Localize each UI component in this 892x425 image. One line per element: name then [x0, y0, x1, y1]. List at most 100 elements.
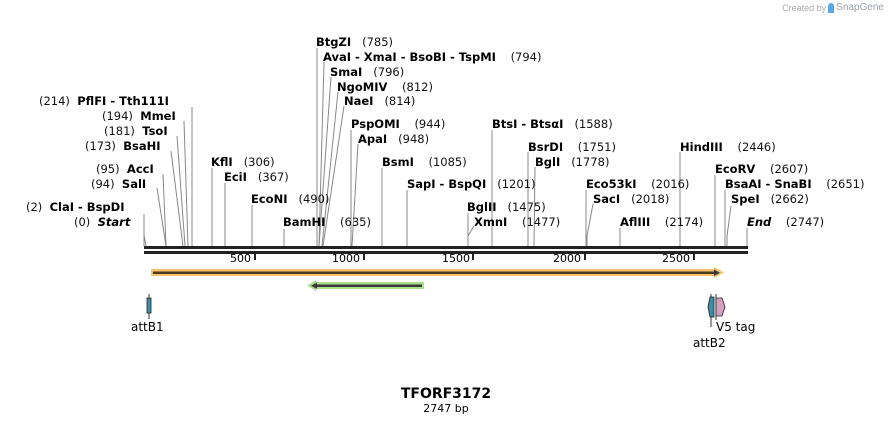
site-name: Start: [97, 215, 131, 229]
site-name: EciI: [224, 170, 247, 184]
orf-reverse-arrow: [307, 280, 424, 291]
site-position: (367): [257, 170, 289, 184]
site-label-tsoi[interactable]: (181) TsoI: [104, 124, 168, 138]
backbone-bottom-strand: [144, 251, 748, 254]
site-label-avai[interactable]: AvaI - XmaI - BsoBI - TspMI (794): [323, 50, 542, 64]
site-label-clai[interactable]: (2) ClaI - BspDI: [26, 200, 124, 214]
site-name: AccI: [126, 162, 154, 176]
site-label-kfli[interactable]: KflI (306): [211, 155, 275, 169]
site-label-ngomiv[interactable]: NgoMIV (812): [337, 80, 433, 94]
site-name: HindIII: [680, 140, 723, 154]
site-position: (194): [102, 109, 133, 123]
feature-label-v5-tag[interactable]: V5 tag: [716, 320, 756, 334]
site-label-bsahi[interactable]: (173) BsaHI: [85, 139, 161, 153]
site-position: (490): [298, 192, 330, 206]
site-label-start[interactable]: (0) Start: [74, 215, 130, 229]
site-name: MmeI: [140, 109, 176, 123]
feature-label-attb2[interactable]: attB2: [693, 336, 726, 350]
site-label-bsaai[interactable]: BsaAI - SnaBI (2651): [725, 177, 864, 191]
attB2-feature: [707, 294, 715, 327]
site-label-pflfi[interactable]: (214) PflFI - Tth111I: [39, 94, 169, 108]
site-name: EcoNI: [251, 192, 288, 206]
site-position: (214): [39, 94, 70, 108]
site-label-spei[interactable]: SpeI (2662): [731, 192, 809, 206]
brand-name: SnapGene: [836, 2, 884, 13]
site-position: (944): [414, 117, 446, 131]
site-label-ecii[interactable]: EciI (367): [224, 170, 289, 184]
site-name: AvaI - XmaI - BsoBI - TspMI: [323, 50, 496, 64]
site-label-sali[interactable]: (94) SalI: [91, 177, 146, 191]
site-label-bamhi[interactable]: BamHI (635): [283, 215, 371, 229]
site-name: SpeI: [731, 192, 760, 206]
site-label-hindiii[interactable]: HindIII (2446): [680, 140, 776, 154]
site-label-afliii[interactable]: AflIII (2174): [620, 215, 703, 229]
site-name: BsaAI - SnaBI: [725, 177, 812, 191]
site-label-sapi[interactable]: SapI - BspQI (1201): [407, 177, 535, 191]
site-label-econi[interactable]: EcoNI (490): [251, 192, 329, 206]
snapgene-branding: Created by SnapGene: [782, 2, 884, 13]
sequence-title: TFORF3172: [400, 386, 492, 402]
site-label-eco53ki[interactable]: Eco53kI (2016): [586, 177, 689, 191]
site-label-bsrdi[interactable]: BsrDI (1751): [528, 140, 616, 154]
site-label-bsmi[interactable]: BsmI (1085): [382, 155, 467, 169]
site-name: EcoRV: [715, 162, 756, 176]
site-label-smai[interactable]: SmaI (796): [330, 65, 404, 79]
site-name: ClaI - BspDI: [49, 200, 125, 214]
orf-forward-arrow: [151, 267, 724, 278]
site-label-ecorv[interactable]: EcoRV (2607): [715, 162, 808, 176]
v5-tag-feature: [715, 294, 726, 320]
site-position: (173): [85, 139, 116, 153]
sequence-length: 2747 bp: [423, 402, 469, 415]
site-label-end[interactable]: End (2747): [747, 215, 824, 229]
site-position: (794): [510, 50, 542, 64]
site-position: (1475): [507, 200, 546, 214]
site-position: (796): [373, 65, 405, 79]
site-label-pspomi[interactable]: PspOMI (944): [351, 117, 445, 131]
site-label-btsi[interactable]: BtsI - BtsαI (1588): [492, 117, 613, 131]
site-name: Eco53kI: [586, 177, 637, 191]
backbone-top-strand: [144, 246, 748, 249]
site-position: (814): [384, 94, 416, 108]
site-position: (2174): [664, 215, 704, 229]
site-label-xmni[interactable]: XmnI (1477): [474, 215, 560, 229]
site-name: SalI: [121, 177, 147, 191]
site-position: (306): [243, 155, 275, 169]
site-position: (1477): [521, 215, 561, 229]
site-name: NaeI: [344, 94, 374, 108]
site-name: PflFI - Tth111I: [77, 94, 169, 108]
feature-label-attb1[interactable]: attB1: [131, 320, 164, 334]
ruler-tick-label: 1000: [332, 252, 360, 265]
site-name: ApaI: [358, 132, 388, 146]
site-label-btgzi[interactable]: BtgZI (785): [316, 35, 393, 49]
site-label-apai[interactable]: ApaI (948): [358, 132, 429, 146]
site-name: NgoMIV: [337, 80, 388, 94]
ruler-ticks: [254, 254, 695, 260]
site-name: BglII: [467, 200, 497, 214]
site-position: (95): [96, 162, 120, 176]
site-name: SapI - BspQI: [407, 177, 487, 191]
attB1-feature: [146, 294, 152, 319]
site-label-naei[interactable]: NaeI (814): [344, 94, 415, 108]
site-name: BtsI - BtsαI: [492, 117, 564, 131]
site-position: (2747): [785, 215, 825, 229]
site-name: BsaHI: [123, 139, 161, 153]
site-label-bglii[interactable]: BglII (1475): [467, 200, 546, 214]
site-position: (1778): [571, 155, 610, 169]
site-position: (2): [26, 200, 43, 214]
site-name: TsoI: [142, 124, 168, 138]
site-name: BglI: [535, 155, 561, 169]
ruler-tick-label: 500: [230, 252, 251, 265]
site-position: (785): [362, 35, 394, 49]
created-by-text: Created by: [782, 2, 827, 13]
site-name: XmnI: [474, 215, 508, 229]
site-label-saci[interactable]: SacI (2018): [593, 192, 669, 206]
site-position: (948): [398, 132, 430, 146]
site-label-mmei[interactable]: (194) MmeI: [102, 109, 176, 123]
site-position: (635): [340, 215, 371, 229]
site-label-acci[interactable]: (95) AccI: [96, 162, 154, 176]
ruler-tick-label: 2500: [662, 252, 690, 265]
site-position: (812): [402, 80, 433, 94]
site-position: (2651): [826, 177, 865, 191]
site-label-bgli[interactable]: BglI (1778): [535, 155, 609, 169]
